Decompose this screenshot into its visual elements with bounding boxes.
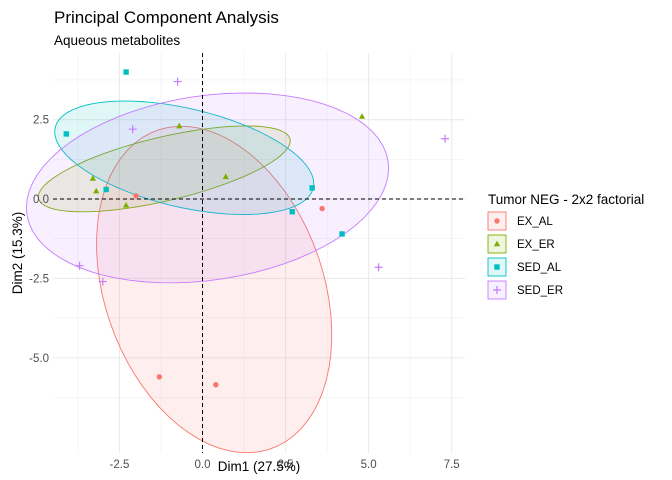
point-ex-er — [89, 174, 96, 181]
legend: Tumor NEG - 2x2 factorial EX_AL EX_ER SED_… — [487, 192, 644, 300]
point-sed-al — [103, 186, 109, 193]
point-ex-er — [176, 122, 183, 129]
legend-label-sed-er: SED_ER — [517, 285, 563, 297]
point-sed-er — [128, 125, 137, 134]
legend-marker-ex-al — [494, 218, 500, 224]
x-tick-label: 5.0 — [361, 459, 377, 471]
ellipse-ex-al — [96, 125, 333, 454]
plot-panel — [25, 53, 465, 454]
y-tick-label: -2.5 — [29, 273, 49, 285]
point-sed-al — [123, 69, 129, 75]
point-sed-al — [309, 185, 315, 191]
point-sed-er — [374, 263, 383, 272]
data-points — [63, 69, 450, 388]
legend-label-ex-er: EX_ER — [517, 239, 555, 251]
point-ex-al — [133, 193, 139, 199]
point-sed-er — [98, 277, 107, 286]
grid-major — [53, 53, 465, 453]
point-ex-er — [222, 173, 229, 180]
chart-title: Principal Component Analysis — [54, 8, 279, 27]
point-sed-al — [289, 209, 295, 215]
point-sed-al — [339, 231, 345, 237]
legend-label-sed-al: SED_AL — [517, 262, 562, 274]
x-tick-label: -2.5 — [110, 459, 130, 471]
ellipse-sed-er — [25, 92, 390, 284]
x-axis-title: Dim1 (27.5%) — [218, 459, 301, 474]
confidence-ellipses — [25, 92, 390, 454]
point-ex-er — [358, 113, 366, 119]
ellipse-sed-al — [54, 100, 315, 215]
point-ex-al — [156, 374, 163, 380]
legend-marker-sed-al — [494, 264, 500, 270]
point-sed-er — [173, 77, 182, 86]
reference-lines — [53, 53, 465, 453]
point-sed-al — [63, 131, 69, 137]
ellipse-ex-er — [37, 125, 291, 213]
point-ex-al — [213, 382, 219, 388]
x-tick-label: 0.0 — [195, 459, 211, 471]
legend-items: EX_AL EX_ER SED_AL SED_ER — [487, 211, 563, 300]
legend-label-ex-al: EX_AL — [517, 216, 553, 228]
legend-marker-sed-er — [493, 286, 501, 294]
point-sed-er — [75, 261, 84, 270]
y-tick-label: 2.5 — [33, 115, 49, 127]
y-axis-ticks: -5.0 -2.5 0.0 2.5 — [29, 115, 49, 365]
point-sed-er — [441, 134, 450, 143]
x-tick-label: 2.5 — [278, 459, 294, 471]
point-ex-er — [122, 201, 130, 208]
x-axis-ticks: -2.5 0.0 2.5 5.0 7.5 — [110, 459, 460, 471]
y-tick-label: 0.0 — [33, 194, 49, 206]
legend-marker-ex-er — [493, 240, 501, 247]
chart-subtitle: Aqueous metabolites — [54, 33, 180, 48]
y-tick-label: -5.0 — [29, 353, 49, 365]
legend-title: Tumor NEG - 2x2 factorial — [488, 192, 644, 207]
y-axis-title: Dim2 (15.3%) — [10, 212, 25, 295]
x-tick-label: 7.5 — [444, 459, 460, 471]
point-ex-al — [319, 205, 325, 212]
point-ex-er — [93, 187, 100, 194]
